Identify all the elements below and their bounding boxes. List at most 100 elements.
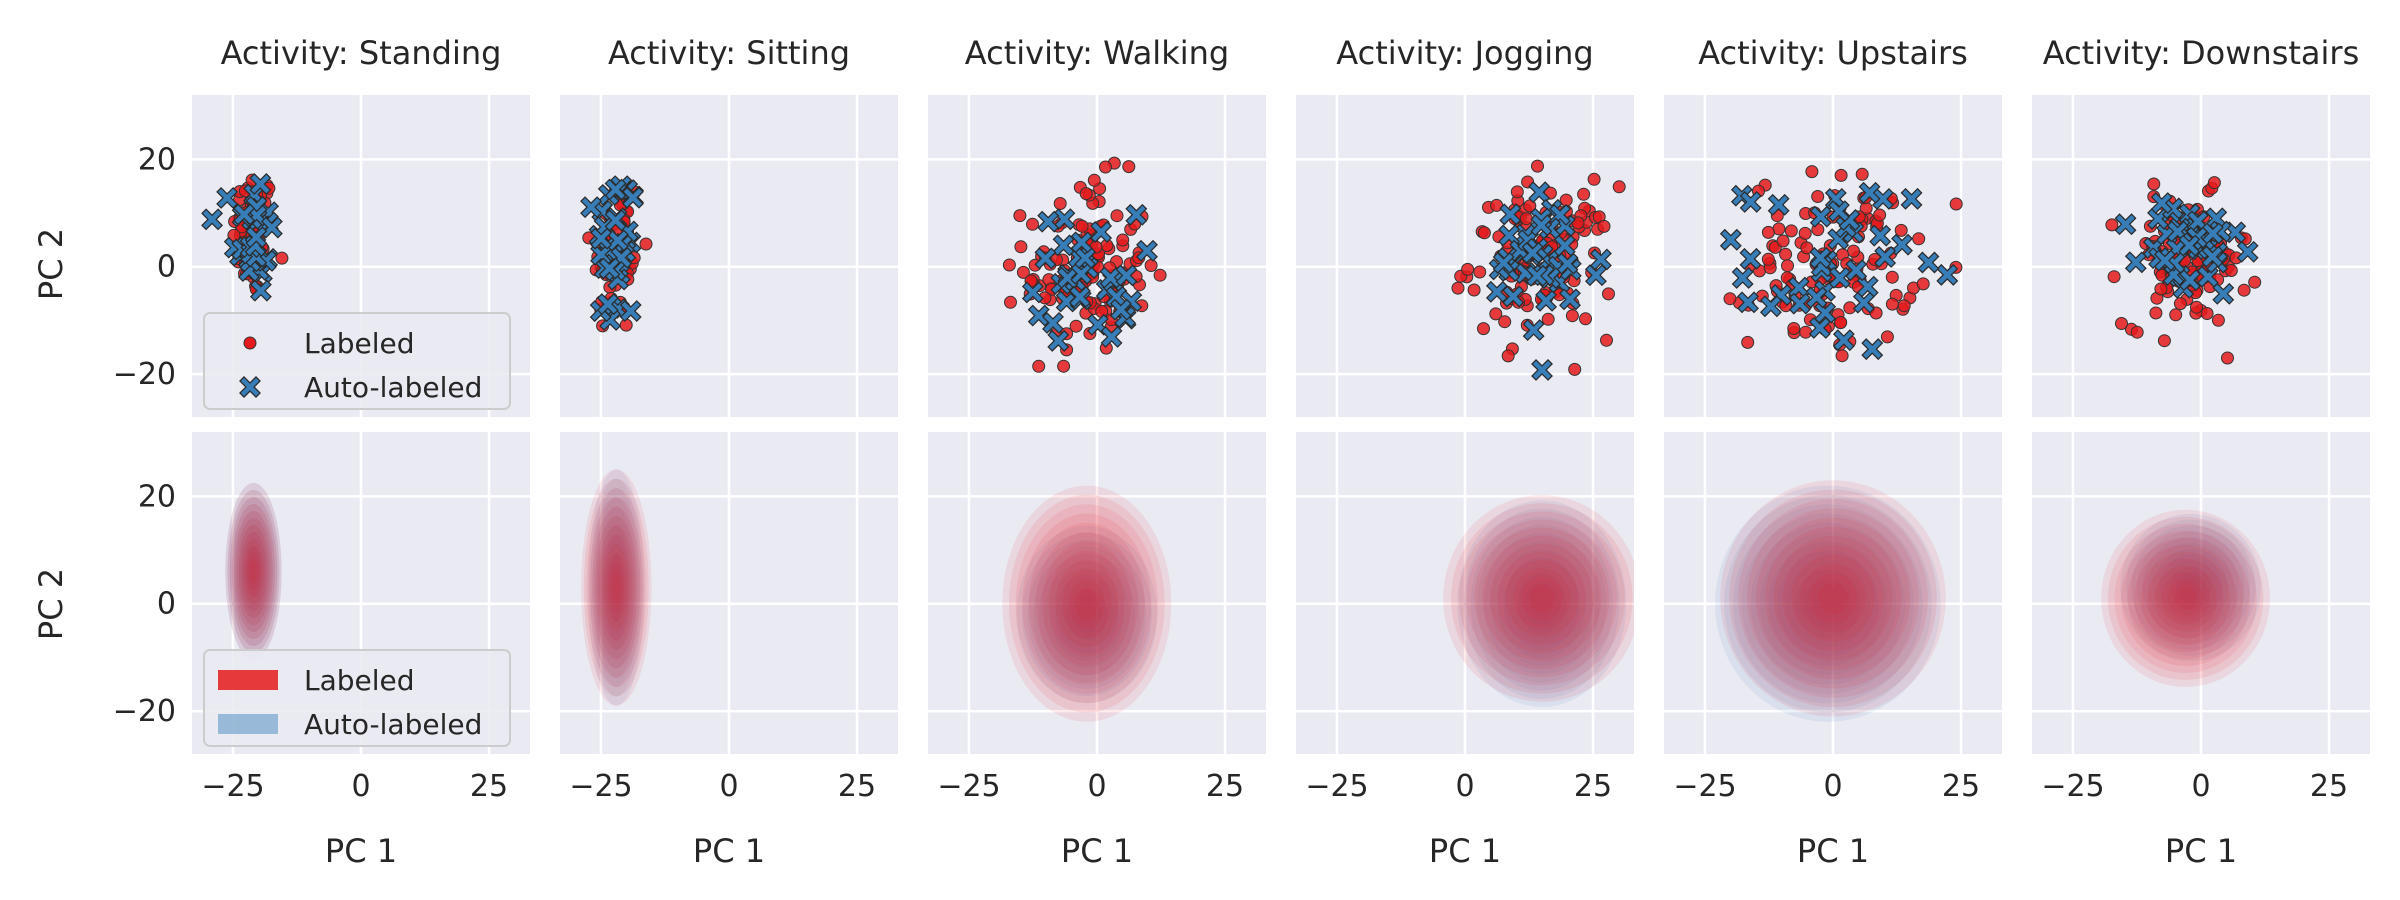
kde-labeled <box>600 534 633 641</box>
point-labeled <box>1053 197 1067 210</box>
point-auto <box>1875 247 1895 267</box>
point-auto <box>217 188 237 208</box>
kde-auto <box>247 552 260 591</box>
legend-patch <box>218 670 278 690</box>
point-labeled <box>1473 265 1487 279</box>
point-labeled <box>1787 322 1801 335</box>
panel-1-3: −25 0 25 PC 1 <box>1296 432 1634 870</box>
panel-marks <box>1719 165 1963 433</box>
point-labeled <box>2237 283 2251 297</box>
point-auto <box>1733 268 1752 288</box>
point-auto <box>1499 226 1519 245</box>
point-labeled <box>1568 362 1582 376</box>
kde-labeled <box>2174 586 2197 611</box>
kde-auto <box>1510 565 1574 642</box>
point-auto <box>2214 284 2233 303</box>
point-auto <box>1054 236 1073 255</box>
kde-labeled <box>2101 509 2271 687</box>
point-labeled <box>2173 297 2187 311</box>
point-auto <box>1586 266 1606 285</box>
point-labeled <box>1013 209 1027 223</box>
kde-labeled <box>1747 508 1919 689</box>
point-auto <box>1847 261 1866 280</box>
kde-labeled <box>249 559 258 584</box>
point-auto <box>1043 313 1063 333</box>
row-top-y-label: PC 2 <box>32 228 70 300</box>
point-auto <box>600 259 619 278</box>
point-labeled <box>1477 226 1491 240</box>
panel-1-1: −25 0 25 PC 1 <box>560 432 898 870</box>
point-auto <box>1558 254 1577 273</box>
point-auto <box>606 211 625 230</box>
kde-labeled <box>1009 494 1165 713</box>
point-auto <box>2188 212 2208 231</box>
x-tick-label: 25 <box>2310 769 2348 804</box>
kde-labeled <box>1791 554 1875 643</box>
point-auto <box>606 180 625 199</box>
kde-labeled <box>247 552 260 591</box>
point-labeled <box>1477 322 1490 336</box>
point-labeled <box>1885 270 1899 284</box>
kde-auto <box>1517 573 1567 634</box>
point-labeled <box>1153 268 1167 282</box>
point-labeled <box>1806 421 1818 433</box>
point-auto <box>2116 215 2135 234</box>
kde-labeled <box>243 538 264 605</box>
kde-labeled <box>2127 537 2244 660</box>
point-labeled <box>1894 223 1908 237</box>
kde-labeled <box>1022 513 1152 694</box>
panel-marks <box>1002 156 1167 373</box>
kde-auto <box>1733 504 1923 704</box>
kde-auto <box>1759 532 1897 676</box>
kde-auto <box>1523 581 1560 626</box>
point-auto <box>247 228 266 247</box>
point-auto <box>1761 297 1781 316</box>
kde-labeled <box>1809 573 1857 624</box>
point-labeled <box>1912 232 1926 246</box>
kde-labeled <box>611 571 621 604</box>
point-labeled <box>1099 160 1112 174</box>
point-labeled <box>1523 199 1537 213</box>
kde-labeled <box>2107 516 2264 681</box>
kde-labeled <box>2161 572 2211 625</box>
kde-labeled <box>1042 541 1132 666</box>
kde-labeled <box>1443 495 1634 702</box>
panel-1-0: −20 0 20 −25 0 25 PC 1 Labeled Auto-labeled <box>113 432 530 870</box>
point-auto <box>2126 253 2146 272</box>
legend-label: Auto-labeled <box>304 708 482 741</box>
kde-auto <box>249 559 258 584</box>
kde-labeled <box>2141 551 2231 646</box>
point-labeled <box>639 237 653 251</box>
point-auto <box>1091 222 1111 242</box>
point-auto <box>1858 277 1877 296</box>
point-labeled <box>1122 160 1136 174</box>
point-labeled <box>1016 265 1030 279</box>
kde-auto <box>2125 519 2256 656</box>
point-labeled <box>1116 233 1130 247</box>
kde-auto <box>612 571 621 604</box>
point-auto <box>202 210 222 229</box>
point-labeled <box>2221 351 2234 365</box>
point-labeled <box>1004 295 1017 309</box>
point-labeled <box>1087 173 1101 187</box>
point-labeled <box>1531 159 1544 173</box>
point-labeled <box>2200 307 2214 320</box>
point-auto <box>1523 243 1542 263</box>
kde-labeled <box>1466 519 1618 678</box>
kde-auto <box>2164 560 2217 615</box>
x-tick-label: −25 <box>1305 769 1368 804</box>
point-labeled <box>1880 330 1894 344</box>
point-auto <box>251 174 270 194</box>
point-labeled <box>1897 299 1911 313</box>
kde-auto <box>2170 566 2212 610</box>
point-auto <box>2207 209 2226 228</box>
kde-labeled <box>1800 564 1866 633</box>
point-auto <box>1117 266 1136 285</box>
kde-labeled <box>1755 517 1911 680</box>
point-auto <box>1769 195 1788 214</box>
point-auto <box>2180 236 2199 255</box>
kde-auto <box>1066 588 1108 641</box>
point-auto <box>623 188 643 207</box>
point-labeled <box>1579 312 1592 326</box>
point-labeled <box>1095 305 1109 318</box>
